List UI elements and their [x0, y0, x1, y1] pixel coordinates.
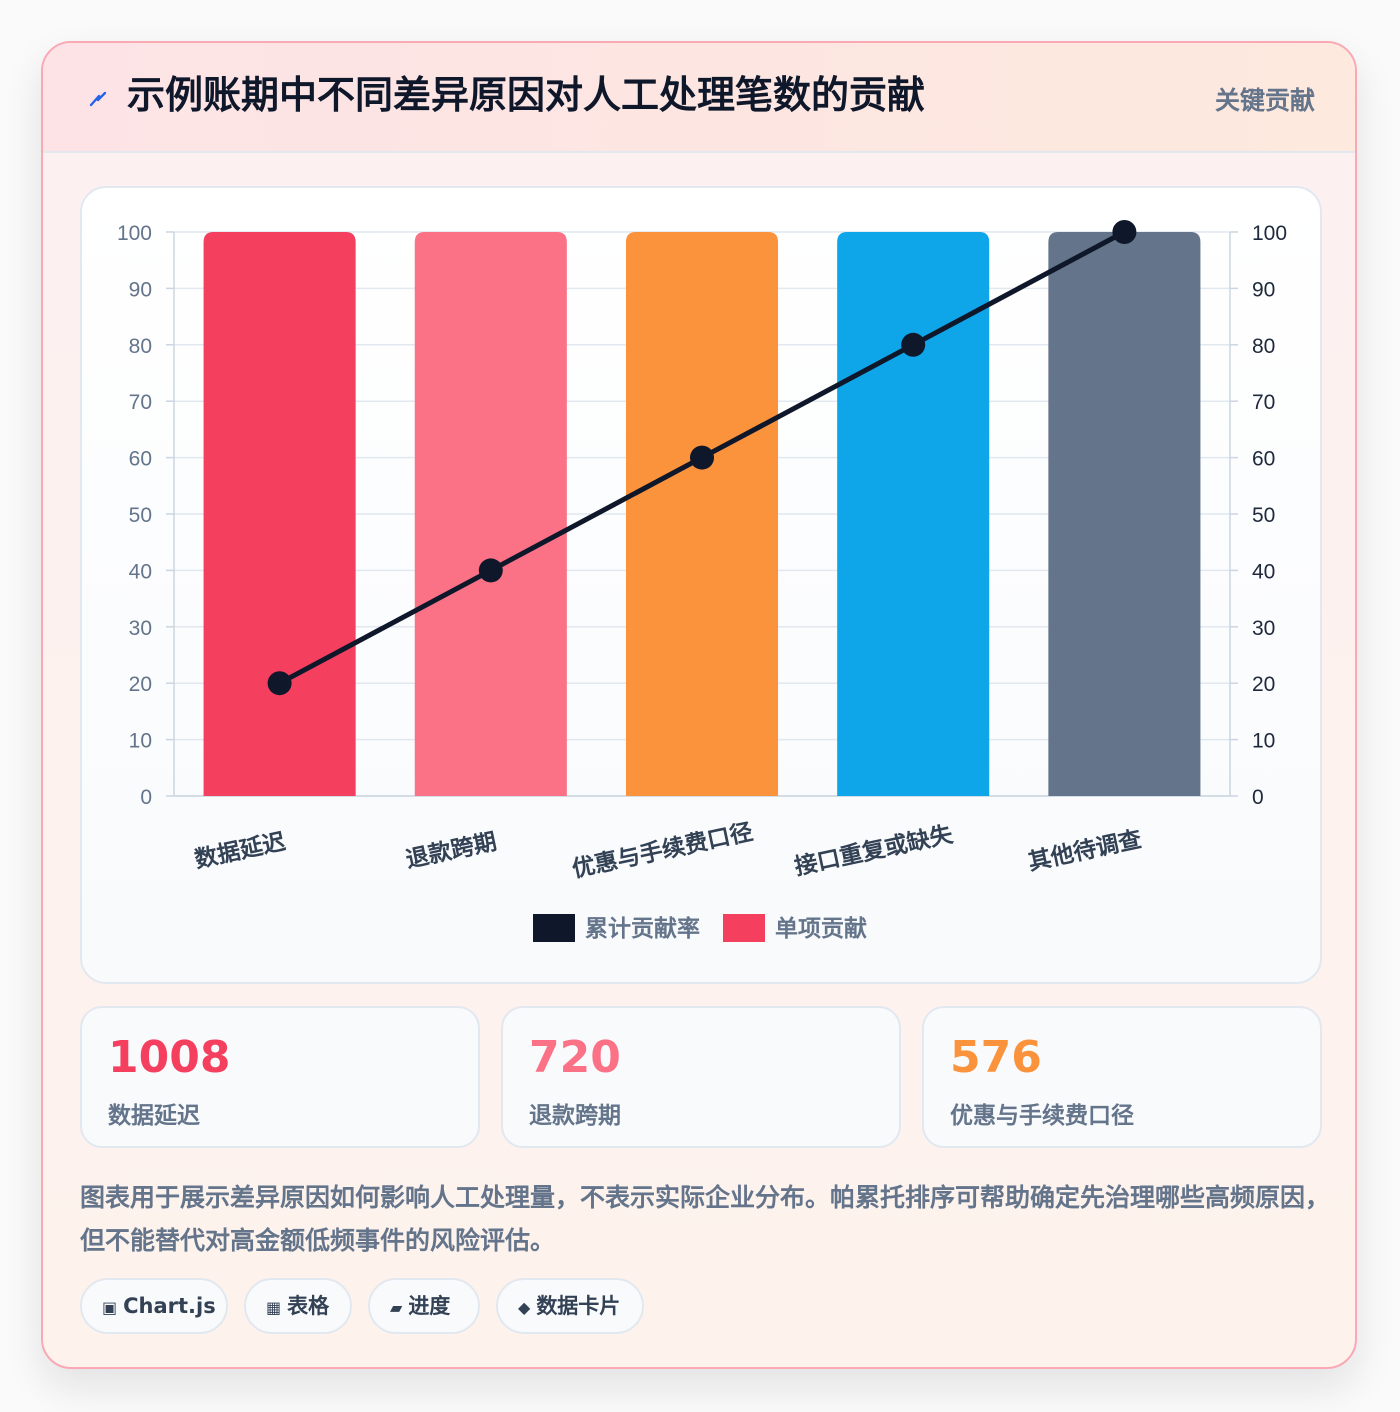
bar-2 — [625, 232, 779, 796]
chip-label: 表格 — [287, 1294, 330, 1318]
x-tick-label: 接口重复或缺失 — [792, 821, 956, 881]
stat-label: 退款跨期 — [529, 1103, 621, 1129]
y-tick-label: 80 — [129, 335, 152, 358]
stat-value: 720 — [529, 1032, 621, 1083]
cumulative-point-1 — [478, 558, 503, 583]
legend-label: 累计贡献率 — [585, 915, 700, 942]
chart-icon: ▣ — [102, 1298, 118, 1317]
legend-swatch — [533, 914, 575, 942]
x-tick-label: 其他待调查 — [1026, 826, 1144, 876]
y-tick-label: 10 — [129, 730, 152, 753]
chip-label: Chart.js — [123, 1294, 216, 1318]
x-tick-label: 数据延迟 — [192, 829, 287, 874]
stat-card-refund-cross-period: 720 退款跨期 — [501, 1006, 901, 1148]
y-tick-label: 20 — [129, 673, 152, 696]
y-tick-label: 40 — [129, 560, 152, 583]
chip-label: 数据卡片 — [536, 1294, 621, 1318]
stat-card-discount-fee: 576 优惠与手续费口径 — [922, 1006, 1322, 1148]
stat-cards: 1008 数据延迟 720 退款跨期 576 优惠与手续费口径 — [80, 1006, 1322, 1148]
y-tick-label: 50 — [129, 504, 152, 527]
x-tick-label: 优惠与手续费口径 — [570, 818, 756, 883]
y2-tick-label: 20 — [1252, 673, 1275, 696]
legend-swatch — [723, 914, 765, 942]
y-tick-label: 30 — [129, 617, 152, 640]
y-tick-label: 70 — [129, 391, 152, 414]
cumulative-point-3 — [901, 332, 926, 357]
y2-tick-label: 30 — [1252, 617, 1275, 640]
key-contribution-tag: 关键贡献 — [1214, 86, 1315, 115]
y2-tick-label: 80 — [1252, 335, 1275, 358]
bar-1 — [414, 232, 567, 796]
chart-note: 图表用于展示差异原因如何影响人工处理量，不表示实际企业分布。帕累托排序可帮助确定… — [80, 1183, 1331, 1255]
lightning-icon — [89, 91, 107, 107]
chart-title: 示例账期中不同差异原因对人工处理笔数的贡献 — [127, 73, 926, 117]
chip-label: 进度 — [408, 1294, 451, 1318]
table-icon: ▦ — [266, 1298, 282, 1317]
y2-tick-label: 70 — [1252, 391, 1275, 414]
y2-tick-label: 40 — [1252, 560, 1275, 583]
stat-label: 优惠与手续费口径 — [950, 1103, 1134, 1129]
chip-progress[interactable]: ▰ 进度 — [368, 1278, 480, 1334]
bar-4 — [1048, 232, 1201, 796]
card-header: 示例账期中不同差异原因对人工处理笔数的贡献 关键贡献 — [43, 43, 1355, 153]
x-tick-label: 退款跨期 — [403, 828, 499, 874]
y2-tick-label: 60 — [1252, 448, 1275, 471]
stat-value: 1008 — [108, 1032, 231, 1083]
chip-table[interactable]: ▦ 表格 — [244, 1278, 352, 1334]
cumulative-point-2 — [690, 445, 714, 470]
y-tick-label: 90 — [129, 278, 152, 301]
y-tick-label: 0 — [140, 786, 152, 809]
diamond-icon: ◆ — [518, 1298, 531, 1317]
stat-label: 数据延迟 — [108, 1103, 200, 1129]
chip-chartjs[interactable]: ▣ Chart.js — [80, 1278, 228, 1334]
y2-tick-label: 100 — [1252, 222, 1287, 245]
pareto-chart: 0 0 10 10 20 20 30 30 40 40 50 50 60 60 70 70 80 80 90 90 10… — [117, 220, 1287, 942]
y-tick-label: 60 — [129, 448, 152, 471]
cumulative-point-4 — [1112, 220, 1137, 244]
y2-tick-label: 0 — [1252, 786, 1264, 809]
y2-tick-label: 90 — [1252, 278, 1275, 301]
y2-tick-label: 50 — [1252, 504, 1275, 527]
stat-card-data-delay: 1008 数据延迟 — [80, 1006, 480, 1148]
progress-icon: ▰ — [390, 1298, 403, 1317]
legend-label: 单项贡献 — [775, 916, 867, 942]
y-tick-label: 100 — [117, 222, 152, 245]
bar-0 — [203, 232, 356, 796]
stat-value: 576 — [950, 1032, 1042, 1083]
chip-data-card[interactable]: ◆ 数据卡片 — [496, 1278, 644, 1334]
chart-panel: 0 0 10 10 20 20 30 30 40 40 50 50 60 60 70 70 80 80 90 90 10… — [80, 186, 1322, 984]
y2-tick-label: 10 — [1252, 730, 1275, 753]
cumulative-point-0 — [267, 671, 292, 696]
bar-3 — [837, 232, 990, 796]
chart-card: 示例账期中不同差异原因对人工处理笔数的贡献 关键贡献 0 0 10 10 20 20 30 3… — [41, 41, 1357, 1369]
